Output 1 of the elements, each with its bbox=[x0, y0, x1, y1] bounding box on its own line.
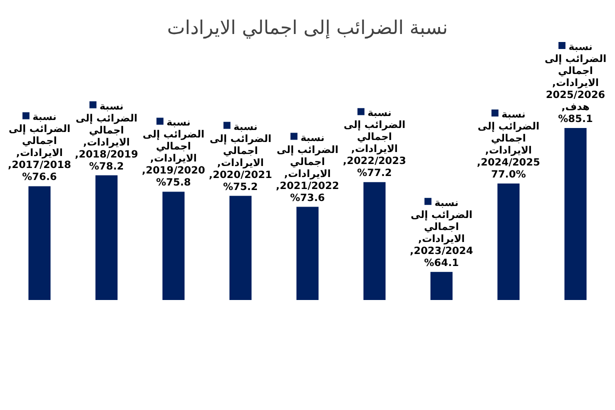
title: نسبة الضرائب إلى اجمالي الايرادات bbox=[167, 17, 448, 39]
